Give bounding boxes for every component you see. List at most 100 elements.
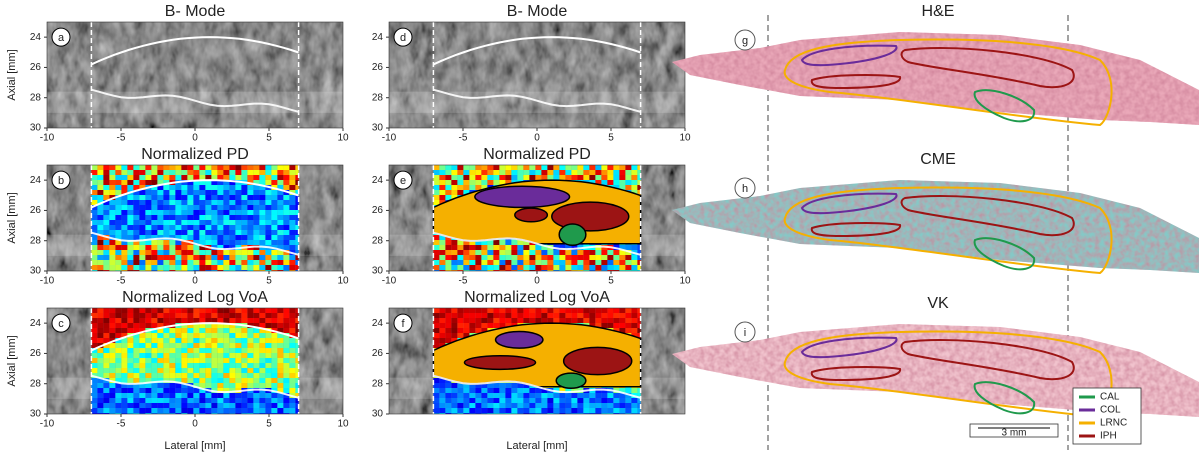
map-pixel	[115, 323, 121, 328]
map-pixel	[475, 245, 481, 250]
map-pixel	[229, 398, 235, 403]
map-pixel	[121, 200, 127, 205]
map-pixel	[439, 255, 445, 260]
map-pixel	[157, 388, 163, 393]
map-pixel	[193, 210, 199, 215]
map-pixel	[97, 333, 103, 338]
map-pixel	[433, 408, 439, 413]
map-pixel	[253, 333, 259, 338]
map-pixel	[127, 245, 133, 250]
map-pixel	[259, 333, 265, 338]
map-pixel	[211, 343, 217, 348]
map-pixel	[247, 225, 253, 230]
map-pixel	[127, 318, 133, 323]
map-pixel	[193, 353, 199, 358]
map-pixel	[163, 398, 169, 403]
map-pixel	[487, 313, 493, 318]
map-pixel	[265, 200, 271, 205]
map-pixel	[115, 200, 121, 205]
map-pixel	[223, 195, 229, 200]
map-pixel	[217, 378, 223, 383]
map-pixel	[169, 240, 175, 245]
map-pixel	[457, 318, 463, 323]
map-pixel	[145, 353, 151, 358]
map-pixel	[169, 195, 175, 200]
map-pixel	[607, 313, 613, 318]
map-pixel	[133, 388, 139, 393]
map-pixel	[127, 378, 133, 383]
map-pixel	[235, 368, 241, 373]
map-pixel	[433, 175, 439, 180]
map-pixel	[127, 323, 133, 328]
map-pixel	[283, 215, 289, 220]
map-pixel	[235, 408, 241, 413]
map-pixel	[577, 265, 583, 270]
map-pixel	[235, 185, 241, 190]
map-pixel	[631, 185, 637, 190]
map-pixel	[91, 250, 97, 255]
y-tick-label: 24	[372, 32, 384, 43]
map-pixel	[199, 363, 205, 368]
map-pixel	[205, 165, 211, 170]
map-pixel	[541, 408, 547, 413]
map-pixel	[607, 250, 613, 255]
map-pixel	[433, 313, 439, 318]
map-pixel	[433, 328, 439, 333]
map-pixel	[175, 170, 181, 175]
map-pixel	[277, 353, 283, 358]
map-pixel	[517, 245, 523, 250]
component-region	[556, 373, 586, 388]
map-pixel	[289, 368, 295, 373]
map-pixel	[97, 240, 103, 245]
map-pixel	[499, 260, 505, 265]
map-pixel	[193, 333, 199, 338]
map-pixel	[433, 255, 439, 260]
map-pixel	[235, 378, 241, 383]
x-tick-label: 0	[534, 276, 540, 287]
map-pixel	[187, 313, 193, 318]
map-pixel	[187, 255, 193, 260]
map-pixel	[133, 313, 139, 318]
map-pixel	[541, 175, 547, 180]
map-pixel	[535, 398, 541, 403]
map-pixel	[583, 393, 589, 398]
map-pixel	[175, 308, 181, 313]
map-pixel	[217, 363, 223, 368]
map-pixel	[475, 408, 481, 413]
map-pixel	[199, 190, 205, 195]
map-pixel	[547, 175, 553, 180]
map-pixel	[565, 170, 571, 175]
map-pixel	[529, 245, 535, 250]
map-pixel	[439, 185, 445, 190]
map-pixel	[601, 255, 607, 260]
map-pixel	[199, 235, 205, 240]
map-pixel	[205, 265, 211, 270]
map-pixel	[199, 165, 205, 170]
map-pixel	[151, 250, 157, 255]
map-pixel	[223, 255, 229, 260]
map-pixel	[97, 260, 103, 265]
map-pixel	[241, 333, 247, 338]
map-pixel	[187, 185, 193, 190]
map-pixel	[259, 308, 265, 313]
map-pixel	[601, 403, 607, 408]
map-pixel	[229, 378, 235, 383]
map-pixel	[121, 175, 127, 180]
map-pixel	[535, 408, 541, 413]
panel: eNormalized PD24262830-10-50510	[372, 146, 691, 286]
map-pixel	[475, 398, 481, 403]
map-pixel	[187, 230, 193, 235]
map-pixel	[499, 318, 505, 323]
map-pixel	[463, 175, 469, 180]
map-pixel	[247, 250, 253, 255]
map-pixel	[271, 175, 277, 180]
map-pixel	[157, 225, 163, 230]
map-pixel	[475, 313, 481, 318]
map-pixel	[115, 348, 121, 353]
map-pixel	[451, 313, 457, 318]
map-pixel	[103, 220, 109, 225]
map-pixel	[163, 358, 169, 363]
y-tick-label: 26	[30, 348, 42, 359]
map-pixel	[553, 308, 559, 313]
map-pixel	[211, 220, 217, 225]
